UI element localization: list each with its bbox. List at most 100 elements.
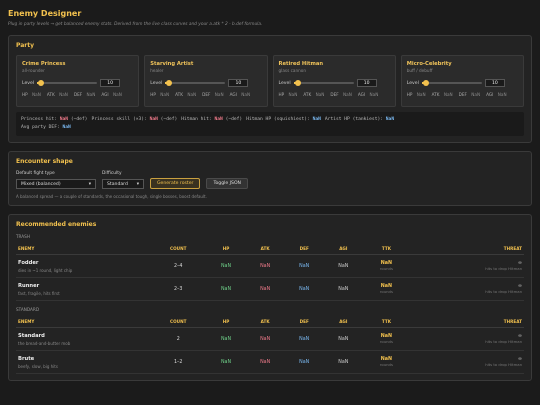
column-header: THREAT <box>410 316 524 328</box>
def-cell: NaN <box>284 254 324 278</box>
count-cell: 1–2 <box>150 350 207 374</box>
summary-label: Avg party DEF: <box>21 125 60 130</box>
agi-cell: NaN <box>323 350 363 374</box>
enemy-row: Fodder dies in ~1 round, light chip 2–4 NaN… <box>16 254 524 278</box>
member-role: buff / debuff <box>406 68 433 73</box>
member-name: Micro-Celebrity <box>406 61 452 67</box>
member-stats: HP NaN ATK NaN DEF NaN AGI NaN <box>407 92 518 98</box>
stat: AGI NaN <box>358 92 381 97</box>
party-card: Micro-Celebrity buff / debuff Level 10 HP Na… <box>400 55 524 107</box>
panel-title: Encounter shape <box>16 158 73 165</box>
field-label: Default fight type <box>16 171 55 176</box>
stat-label: HP <box>278 92 285 97</box>
level-input[interactable]: 10 <box>100 79 121 87</box>
stat-label: HP <box>406 92 413 97</box>
level-slider[interactable] <box>165 80 226 86</box>
panel-title: Party <box>16 42 35 49</box>
stat-label: AGI <box>486 92 494 97</box>
agi-value: NaN <box>338 286 349 292</box>
summary-value: NaN <box>214 117 223 122</box>
enemy-desc: fast, fragile, hits first <box>18 290 60 296</box>
stat-value: NaN <box>86 92 96 97</box>
count-value: 2 <box>176 336 180 342</box>
ttk-value: NaN <box>380 357 393 362</box>
summary-value: NaN <box>62 125 71 130</box>
atk-cell: NaN <box>245 350 285 374</box>
caret: ▾ <box>88 181 91 187</box>
level-input[interactable]: 10 <box>484 79 505 87</box>
ttk-unit: rounds <box>379 289 393 294</box>
summary-label: Artist HP (tankiest): <box>324 117 383 122</box>
def-value: NaN <box>299 286 310 292</box>
hp-cell: NaN <box>206 254 246 278</box>
party-panel: Party Crime Princess all-rounder Level 10 HP… <box>8 35 532 143</box>
enemy-desc: dies in ~1 round, light chip <box>18 267 73 273</box>
level-label: Level <box>278 80 291 86</box>
agi-value: NaN <box>338 263 349 269</box>
stat-label: DEF <box>458 92 467 97</box>
json-button[interactable]: Toggle JSON <box>206 178 248 189</box>
atk-cell: NaN <box>245 254 285 278</box>
level-slider[interactable] <box>421 80 482 86</box>
enemy-row: Standard the bread-and-butter mob 2 NaN NaN N… <box>16 327 524 351</box>
threat-cell: ∞ hits to drop Hitman <box>410 327 524 351</box>
slider-thumb[interactable] <box>38 80 45 86</box>
generate-button[interactable]: Generate roster <box>150 178 201 189</box>
field: Default fight type Mixed (balanced) ▾ <box>16 171 96 189</box>
level-input[interactable]: 10 <box>356 79 377 87</box>
summary-note: (−def) <box>70 117 88 122</box>
slider-thumb[interactable] <box>294 80 301 86</box>
stat-value: NaN <box>187 92 197 97</box>
threat-value: ∞ <box>518 261 522 266</box>
stat-label: DEF <box>202 92 211 97</box>
ttk-cell: NaN rounds <box>362 277 410 301</box>
hp-cell: NaN <box>206 277 246 301</box>
summary-label: Princess hit: <box>21 117 57 122</box>
fight-type-select[interactable]: Mixed (balanced) ▾ <box>16 179 96 189</box>
level-label: Level <box>22 80 35 86</box>
level-slider[interactable] <box>37 80 98 86</box>
level-input[interactable]: 10 <box>228 79 249 87</box>
threat-cell: ∞ hits to drop Hitman <box>410 350 524 374</box>
def-value: NaN <box>299 359 310 365</box>
member-role: all-rounder <box>22 68 45 73</box>
caret: ▾ <box>136 181 139 187</box>
slider-thumb[interactable] <box>166 80 173 86</box>
summary-item: Hitman HP (squishiest): NaN <box>246 117 321 122</box>
panel-title: Recommended enemies <box>16 221 97 228</box>
stat-label: ATK <box>46 92 55 97</box>
column-header: HP <box>206 243 246 255</box>
column-header: ATK <box>245 316 285 328</box>
encounter-note: A balanced spread — a couple of standard… <box>16 194 207 199</box>
member-name: Starving Artist <box>150 61 194 67</box>
stat-value: NaN <box>288 92 298 97</box>
ttk-value: NaN <box>380 261 393 266</box>
encounter-panel: Encounter shape Default fight type Mixed… <box>8 151 532 206</box>
column-header: HP <box>206 316 246 328</box>
threat-value: ∞ <box>518 357 522 362</box>
agi-value: NaN <box>338 359 349 365</box>
summary-label: Hitman HP (squishiest): <box>246 117 310 122</box>
slider-thumb[interactable] <box>422 80 429 86</box>
stat-value: NaN <box>497 92 507 97</box>
count-cell: 2–3 <box>150 277 207 301</box>
stat-value: NaN <box>113 92 122 97</box>
agi-cell: NaN <box>323 327 363 351</box>
difficulty-select[interactable]: Standard ▾ <box>102 179 144 189</box>
subtitle: Plug in party levels → get balanced enem… <box>8 22 263 27</box>
level-slider[interactable] <box>293 80 354 86</box>
summary-value: NaN <box>149 117 158 122</box>
ttk-value: NaN <box>380 284 393 289</box>
member-stats: HP NaN ATK NaN DEF NaN AGI NaN <box>22 92 133 98</box>
summary-note: (−def) <box>160 117 178 122</box>
count-value: 2–3 <box>173 286 183 292</box>
stat-value: NaN <box>416 92 426 97</box>
enemy-name: Standard <box>18 332 45 339</box>
stat: HP NaN <box>150 92 172 97</box>
stat-value: NaN <box>343 92 352 97</box>
stat-value: NaN <box>160 92 170 97</box>
stat: ATK NaN <box>175 92 199 97</box>
ttk-value: NaN <box>380 334 393 339</box>
select-value: Mixed (balanced) <box>21 181 61 187</box>
count-value: 2–4 <box>173 263 183 269</box>
